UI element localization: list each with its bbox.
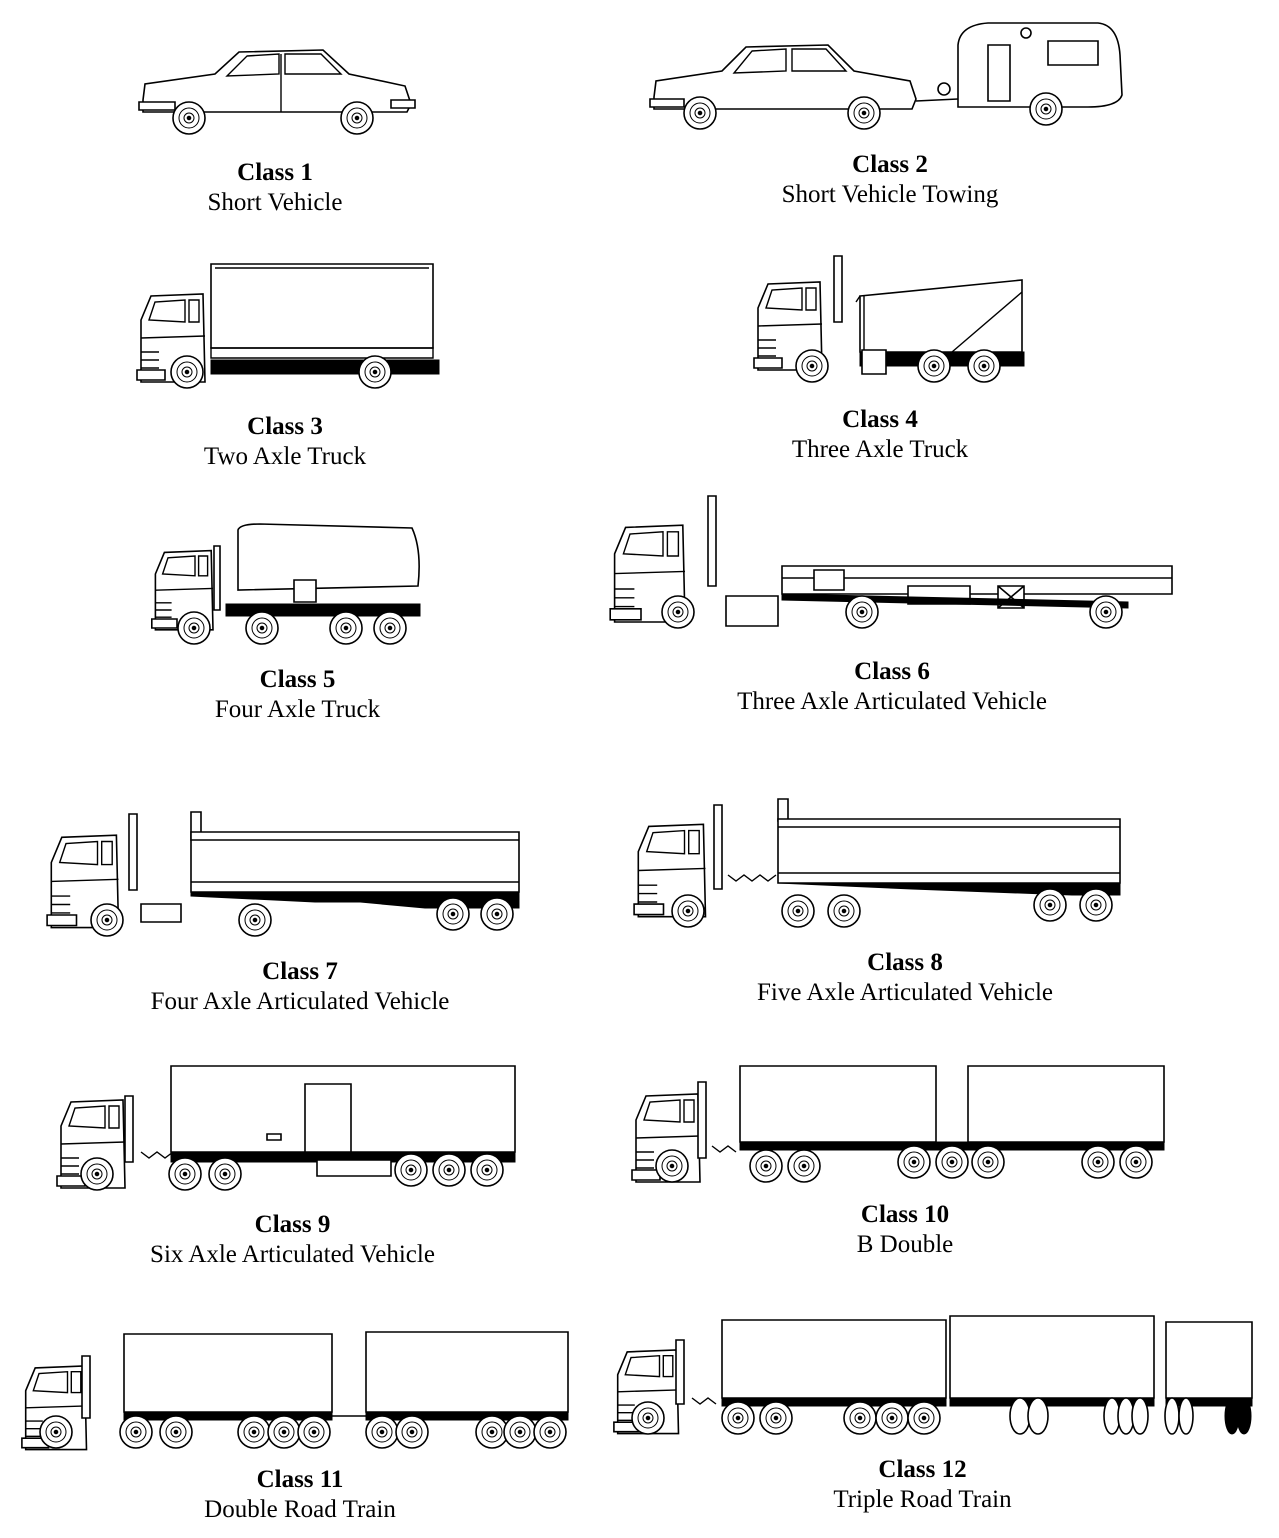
car-icon (135, 40, 420, 135)
class-2-caption: Class 2 Short Vehicle Towing (745, 150, 1035, 210)
class-label: Class 7 (262, 958, 338, 985)
class-10-caption: Class 10 B Double (820, 1200, 990, 1260)
class-label: Class 4 (842, 406, 918, 433)
double-road-train-icon (21, 1328, 575, 1451)
b-double-icon (631, 1062, 1170, 1183)
class-name: Short Vehicle Towing (781, 181, 999, 208)
class-3-vehicle (135, 262, 445, 392)
class-6-vehicle (608, 490, 1178, 640)
class-name: Four Axle Truck (214, 696, 381, 723)
class-9-vehicle (55, 1062, 520, 1197)
car-towing-caravan-icon (648, 15, 1128, 130)
class-3-caption: Class 3 Two Axle Truck (170, 412, 400, 472)
class-10-vehicle (630, 1062, 1170, 1192)
class-5-vehicle (150, 520, 430, 650)
class-label: Class 10 (860, 1201, 950, 1228)
two-axle-truck-icon (136, 262, 445, 389)
class-label: Class 3 (247, 413, 323, 440)
class-8-caption: Class 8 Five Axle Articulated Vehicle (725, 948, 1085, 1008)
class-name: Triple Road Train (833, 1486, 1012, 1513)
class-12-caption: Class 12 Triple Road Train (790, 1455, 1055, 1515)
class-4-caption: Class 4 Three Axle Truck (765, 405, 995, 465)
class-6-caption: Class 6 Three Axle Articulated Vehicle (712, 657, 1072, 717)
five-axle-articulated-icon (633, 797, 1127, 928)
four-axle-articulated-icon (46, 810, 525, 937)
class-name: Six Axle Articulated Vehicle (150, 1241, 435, 1268)
class-label: Class 8 (867, 949, 943, 976)
class-8-vehicle (632, 797, 1127, 932)
class-label: Class 9 (254, 1211, 331, 1238)
three-axle-articulated-icon (609, 490, 1178, 629)
class-label: Class 2 (852, 151, 928, 178)
class-7-vehicle (45, 810, 525, 940)
class-11-caption: Class 11 Double Road Train (165, 1465, 435, 1525)
class-11-vehicle (20, 1328, 575, 1453)
class-1-caption: Class 1 Short Vehicle (175, 158, 375, 218)
class-9-caption: Class 9 Six Axle Articulated Vehicle (115, 1210, 470, 1270)
class-4-vehicle (752, 252, 1027, 387)
class-name: Two Axle Truck (203, 443, 367, 470)
class-name: Three Axle Articulated Vehicle (737, 688, 1047, 715)
class-name: Short Vehicle (207, 189, 343, 216)
class-name: Five Axle Articulated Vehicle (757, 979, 1053, 1006)
class-label: Class 11 (256, 1466, 344, 1493)
class-label: Class 1 (237, 159, 313, 186)
six-axle-articulated-icon (56, 1062, 520, 1191)
class-name: Three Axle Truck (791, 436, 969, 463)
class-label: Class 6 (854, 658, 930, 685)
class-name: Double Road Train (204, 1496, 396, 1523)
triple-road-train-icon (613, 1312, 1257, 1435)
class-5-caption: Class 5 Four Axle Truck (185, 665, 410, 725)
class-label: Class 5 (259, 666, 336, 693)
class-12-vehicle (612, 1312, 1257, 1442)
class-label: Class 12 (878, 1456, 967, 1483)
class-2-vehicle (648, 15, 1128, 130)
class-1-vehicle (135, 40, 420, 140)
three-axle-truck-icon (753, 252, 1027, 383)
class-name: B Double (856, 1231, 954, 1258)
four-axle-truck-icon (151, 520, 430, 645)
class-7-caption: Class 7 Four Axle Articulated Vehicle (120, 957, 480, 1017)
class-name: Four Axle Articulated Vehicle (150, 988, 450, 1015)
